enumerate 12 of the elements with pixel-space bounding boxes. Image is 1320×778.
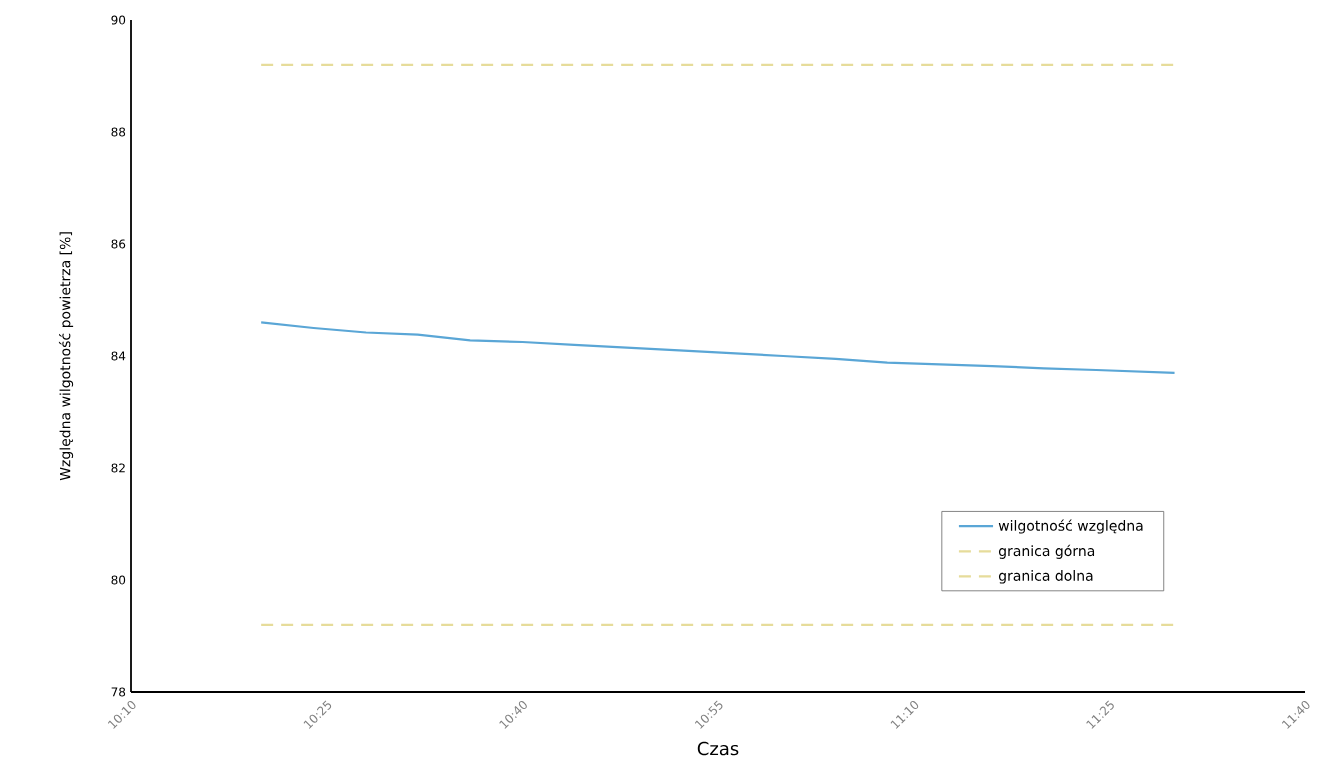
y-tick-label: 86 (111, 239, 126, 249)
x-axis-title: Czas (697, 741, 739, 756)
y-tick-label: 84 (111, 351, 126, 361)
y-axis-title: Względna wilgotność powietrza [%] (58, 232, 74, 481)
legend-label: granica dolna (998, 570, 1093, 584)
y-tick-label: 78 (111, 687, 126, 697)
y-tick-label: 82 (111, 463, 125, 473)
y-tick-label: 90 (111, 15, 126, 25)
legend-label: granica górna (998, 544, 1095, 559)
y-tick-label: 80 (111, 575, 126, 585)
y-tick-label: 88 (111, 127, 126, 137)
legend-label: wilgotność względna (998, 519, 1143, 534)
